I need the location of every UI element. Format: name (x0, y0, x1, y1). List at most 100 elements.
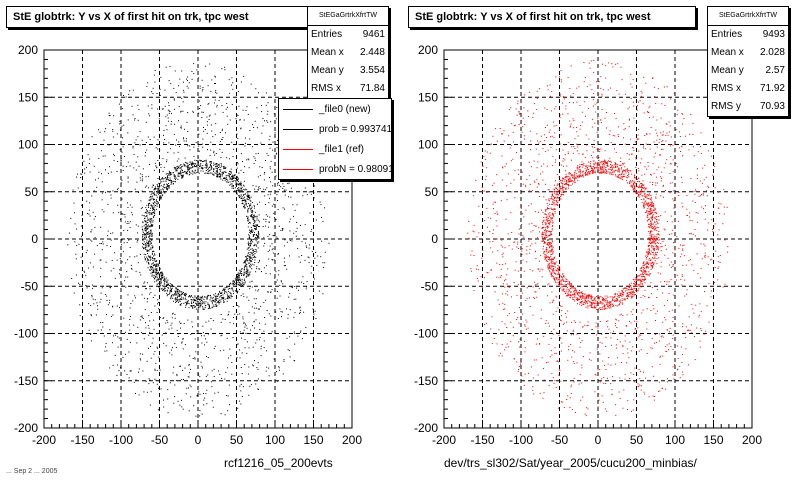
scatter-point (200, 297, 202, 299)
scatter-point (145, 243, 147, 245)
scatter-point (187, 131, 189, 132)
scatter-point (607, 165, 608, 167)
scatter-point (644, 204, 646, 206)
scatter-point (648, 254, 649, 256)
scatter-point (208, 173, 210, 175)
scatter-point (97, 305, 98, 307)
scatter-point (120, 330, 122, 332)
scatter-point (235, 163, 237, 165)
scatter-point (248, 159, 250, 161)
scatter-point (131, 212, 133, 214)
scatter-point (169, 292, 171, 294)
scatter-point (171, 287, 173, 289)
scatter-point (93, 303, 95, 305)
scatter-point (210, 163, 211, 165)
scatter-point (555, 187, 557, 189)
scatter-point (250, 83, 252, 85)
scatter-point (183, 137, 185, 139)
scatter-point (99, 131, 101, 133)
scatter-point (586, 305, 588, 307)
scatter-point (588, 295, 590, 297)
scatter-point (202, 295, 203, 297)
scatter-point (544, 213, 546, 215)
scatter-point (591, 305, 593, 307)
scatter-point (178, 106, 180, 108)
scatter-point (226, 298, 228, 300)
scatter-point (549, 221, 551, 223)
scatter-point (228, 290, 230, 292)
scatter-point (264, 204, 266, 205)
scatter-point (641, 276, 643, 278)
scatter-point (575, 289, 577, 291)
scatter-point (176, 373, 178, 375)
scatter-point (248, 237, 250, 239)
scatter-point (648, 193, 650, 195)
scatter-point (614, 164, 616, 166)
scatter-point (304, 187, 306, 189)
scatter-point (649, 234, 651, 236)
scatter-point (589, 296, 591, 298)
scatter-point (242, 194, 244, 196)
scatter-point (143, 247, 145, 249)
scatter-point (223, 293, 225, 295)
scatter-point (249, 205, 251, 207)
scatter-point (591, 302, 593, 304)
scatter-point (207, 167, 209, 169)
scatter-point (178, 166, 180, 168)
scatter-point (244, 260, 246, 262)
scatter-point (193, 63, 195, 65)
scatter-point (152, 250, 154, 252)
scatter-point (148, 347, 149, 349)
scatter-point (171, 112, 172, 114)
scatter-point (126, 374, 128, 375)
scatter-point (169, 177, 171, 179)
scatter-point (569, 282, 571, 284)
scatter-point (253, 127, 255, 128)
scatter-point (205, 161, 207, 163)
scatter-point (579, 295, 581, 297)
scatter-point (241, 270, 242, 272)
scatter-point (232, 283, 234, 285)
scatter-point (640, 199, 642, 200)
scatter-point (284, 194, 286, 196)
scatter-point (256, 251, 258, 253)
scatter-point (248, 299, 250, 301)
scatter-point (129, 256, 131, 258)
scatter-point (624, 169, 626, 171)
scatter-point (183, 292, 184, 293)
scatter-point (105, 169, 106, 171)
scatter-point (131, 191, 133, 192)
scatter-point (565, 188, 566, 190)
scatter-point (641, 201, 643, 203)
scatter-point (650, 226, 652, 228)
scatter-point (177, 336, 179, 337)
scatter-point (161, 108, 163, 110)
scatter-point (153, 208, 155, 210)
scatter-point (253, 264, 255, 266)
scatter-point (110, 197, 112, 199)
scatter-point (545, 254, 547, 256)
scatter-point (557, 274, 559, 276)
scatter-point (224, 298, 226, 300)
right-plot-panel: -200 -150 -100 -50 0 50 100 150 200 -200 -150 -100-… (400, 0, 800, 480)
scatter-point (140, 179, 142, 181)
scatter-point (602, 170, 604, 172)
scatter-point (611, 296, 613, 298)
scatter-point (250, 196, 252, 198)
scatter-point (225, 167, 227, 169)
scatter-point (255, 237, 256, 239)
scatter-point (185, 138, 187, 140)
scatter-point (274, 277, 276, 279)
scatter-point (601, 166, 603, 168)
scatter-point (81, 246, 83, 248)
scatter-point (256, 367, 258, 369)
scatter-point (133, 167, 135, 169)
scatter-point (587, 294, 589, 296)
scatter-point (112, 190, 114, 192)
scatter-point (141, 316, 143, 318)
scatter-point (275, 311, 277, 313)
scatter-point (271, 331, 273, 333)
y-tick-label: 150 (18, 90, 38, 104)
scatter-point (233, 175, 235, 177)
scatter-point (204, 303, 206, 305)
